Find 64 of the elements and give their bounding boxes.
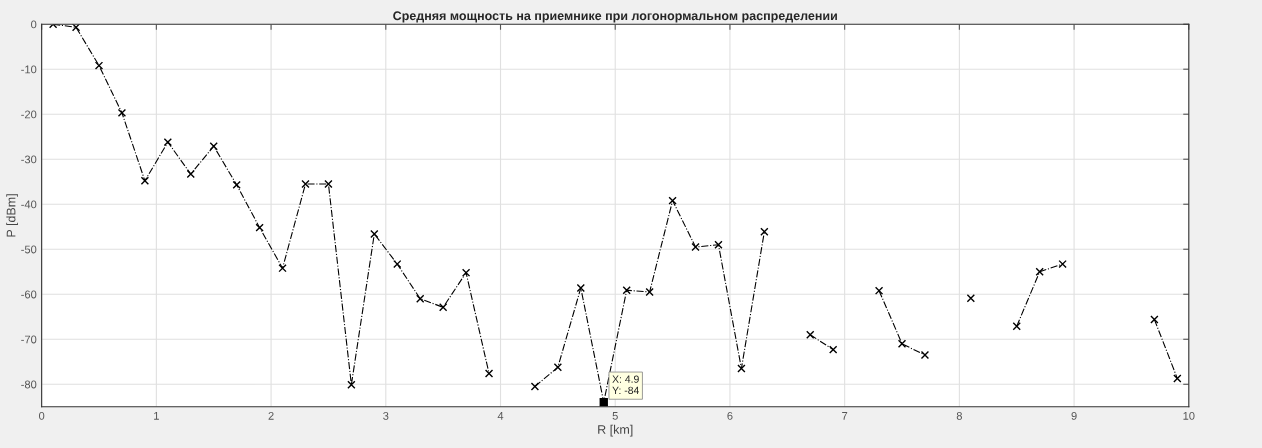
y-tick-label: -60	[21, 290, 37, 299]
point	[553, 363, 563, 372]
point	[874, 286, 884, 295]
point	[232, 180, 241, 190]
point	[71, 24, 81, 32]
point	[714, 240, 723, 249]
y-tick-label: -20	[21, 110, 37, 119]
y-tick-label: 0	[31, 20, 37, 29]
x-tick-label: 10	[1183, 411, 1195, 420]
point	[94, 61, 104, 70]
point	[668, 196, 677, 205]
point	[393, 259, 402, 269]
point	[920, 350, 930, 360]
point	[186, 169, 195, 179]
point	[806, 330, 815, 339]
x-axis-title: R [km]	[598, 424, 633, 437]
point	[301, 179, 310, 189]
point	[737, 364, 746, 373]
x-tick-label: 0	[38, 411, 45, 420]
point	[1150, 315, 1159, 324]
point	[461, 268, 471, 277]
point	[117, 108, 127, 118]
y-tick-label: -30	[21, 155, 37, 164]
x-tick-label: 7	[842, 412, 848, 420]
point	[255, 223, 264, 232]
y-tick-label: -80	[21, 380, 37, 389]
point	[760, 227, 769, 236]
x-tick-label: 5	[612, 412, 618, 420]
x-tick-label: 8	[956, 411, 962, 420]
point	[966, 294, 976, 303]
y-tick-label: -10	[21, 65, 37, 74]
point	[1058, 259, 1067, 269]
point	[622, 286, 631, 295]
x-tick-label: 3	[383, 411, 389, 420]
x-tick-label: 1	[154, 412, 159, 420]
point	[140, 176, 150, 185]
x-tick-label: 6	[727, 411, 733, 420]
x-tick-label: 4	[497, 412, 504, 420]
point	[576, 283, 585, 293]
point	[347, 380, 356, 389]
point	[691, 242, 700, 252]
point	[416, 294, 425, 303]
y-axis-title: P [dBm]	[6, 194, 18, 237]
point	[1012, 322, 1021, 331]
point	[897, 339, 907, 348]
point	[163, 137, 173, 147]
point	[209, 142, 218, 151]
x-tick-label: 2	[268, 411, 274, 420]
point	[829, 345, 838, 354]
point	[1035, 267, 1044, 276]
y-tick-label: -50	[21, 245, 37, 254]
point	[370, 229, 379, 239]
point	[530, 382, 540, 391]
y-tick-label: -40	[21, 200, 37, 209]
chart-title: Средняя мощность на приемнике при логонормальном распределении	[393, 11, 837, 23]
point	[278, 263, 287, 273]
point	[438, 303, 448, 312]
x-tick-label: 9	[1071, 411, 1077, 420]
point	[324, 179, 333, 189]
annotation: X: 4.9 Y: -84	[612, 375, 639, 395]
point	[1173, 374, 1182, 383]
point	[645, 287, 654, 297]
point	[484, 369, 494, 378]
y-tick-label: -70	[21, 335, 37, 344]
